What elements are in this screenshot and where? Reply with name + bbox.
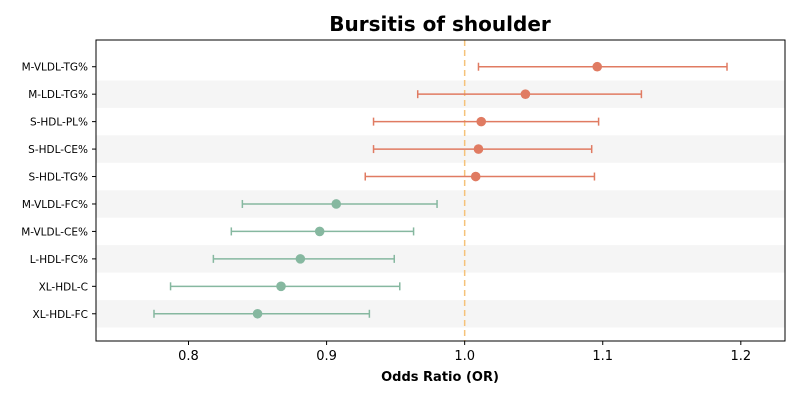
y-tick-label: M-LDL-TG%	[28, 89, 88, 101]
or-point	[470, 171, 481, 182]
y-tick-label: L-HDL-FC%	[30, 254, 88, 266]
y-tick-label: S-HDL-PL%	[30, 117, 88, 129]
row-band	[96, 190, 785, 218]
row-m-ldl-tg-	[416, 89, 643, 99]
y-tick-label: S-HDL-TG%	[29, 172, 88, 184]
y-axis: M-VLDL-TG% M-LDL-TG% S-HDL-PL% S-HDL-CE% S-H…	[21, 62, 96, 321]
x-tick-label: 1.0	[454, 349, 475, 364]
row-s-hdl-tg-	[364, 171, 596, 182]
or-point	[473, 144, 484, 154]
row-l-hdl-fc-	[212, 254, 395, 264]
or-point	[592, 61, 603, 72]
y-tick-label: S-HDL-CE%	[28, 144, 88, 156]
chart-title: Bursitis of shoulder	[329, 12, 551, 36]
y-tick-label: XL-HDL-C	[39, 281, 88, 293]
y-tick-label: M-VLDL-FC%	[22, 199, 88, 211]
x-axis-label: Odds Ratio (OR)	[381, 370, 499, 385]
or-point	[476, 116, 487, 127]
x-tick-label: 0.9	[316, 349, 337, 364]
row-xl-hdl-fc	[153, 308, 371, 319]
row-s-hdl-ce-	[372, 144, 593, 154]
y-tick-label: XL-HDL-FC	[33, 309, 88, 321]
or-point	[295, 254, 306, 264]
row-bands	[96, 80, 785, 328]
plot-frame	[95, 39, 786, 342]
row-xl-hdl-c	[169, 281, 401, 292]
or-point	[314, 226, 325, 237]
or-point	[331, 199, 342, 209]
data-marks	[153, 61, 728, 319]
row-m-vldl-ce-	[230, 226, 415, 237]
x-tick-label: 1.2	[730, 349, 751, 364]
y-tick-label: M-VLDL-TG%	[22, 62, 88, 74]
row-m-vldl-tg-	[477, 61, 728, 72]
or-point	[520, 89, 531, 99]
x-tick-label: 1.1	[592, 349, 613, 364]
x-axis: 0.8 0.9 1.0 1.1 1.2	[178, 341, 751, 364]
row-s-hdl-pl-	[372, 116, 600, 127]
or-point	[276, 281, 286, 292]
x-tick-label: 0.8	[178, 349, 199, 364]
row-band	[96, 245, 785, 273]
row-m-vldl-fc-	[241, 199, 438, 209]
or-point	[252, 308, 263, 319]
y-tick-label: M-VLDL-CE%	[21, 226, 88, 238]
